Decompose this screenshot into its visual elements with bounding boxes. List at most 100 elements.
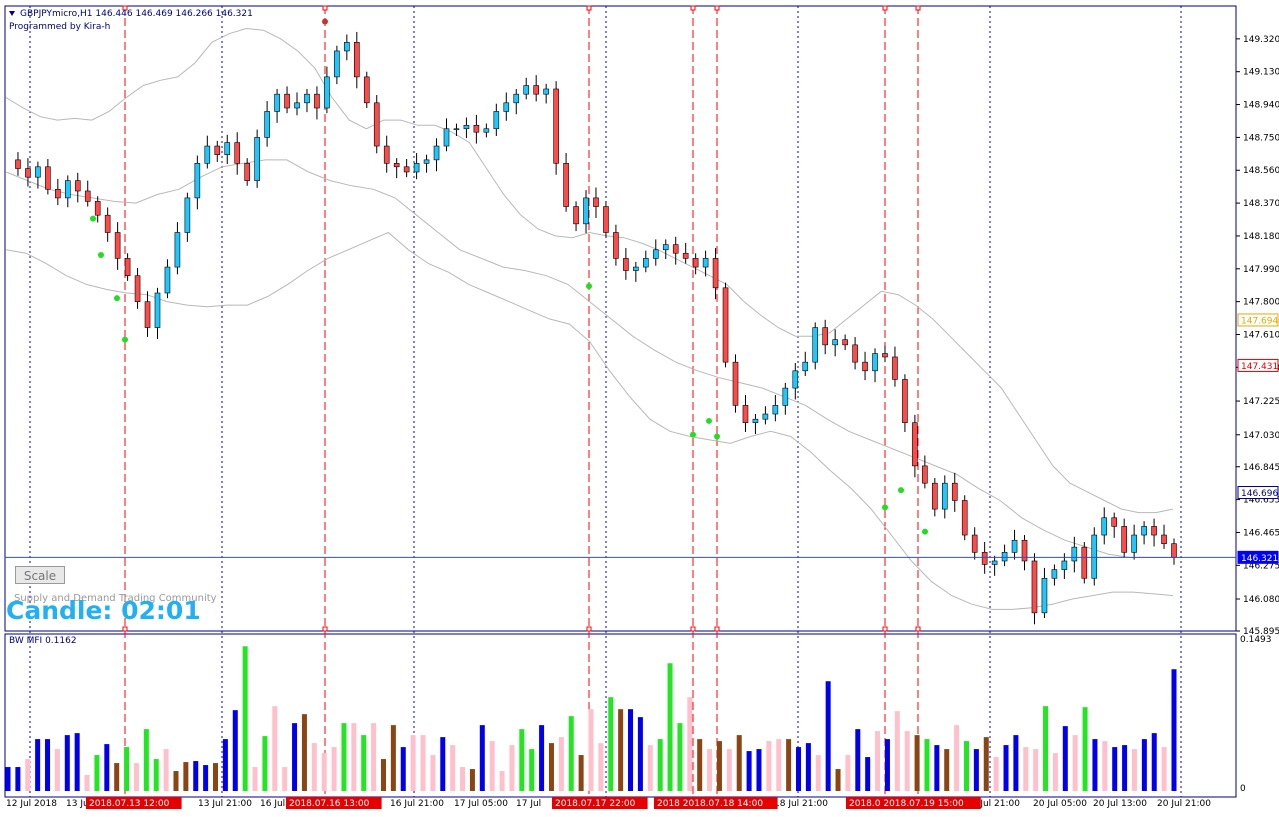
candle-body [1161,534,1167,544]
mfi-bar [608,697,614,791]
price-tick-label: 146.080 [1243,595,1279,605]
candle-body [533,85,539,95]
dropdown-triangle-icon[interactable] [9,11,15,16]
candle-body [613,232,619,259]
candle-body [94,201,101,216]
candle-body [702,258,709,268]
candle-body [294,102,300,109]
price-tick-label: 148.940 [1243,101,1279,111]
mfi-bar [588,709,594,791]
mfi-bar [934,745,940,791]
candle-body [912,422,918,467]
event-marker [322,5,328,11]
event-marker [714,626,720,632]
time-tick-label: 12 Jul 2018 [6,799,57,809]
candle-body [324,76,330,109]
candle-body [45,166,51,190]
candle-body [1081,546,1088,579]
mfi-bar [687,697,693,791]
mfi-bar [647,745,653,791]
upper-band [5,27,1174,514]
candle-body [443,128,450,147]
candle-body [832,339,838,346]
candle-body [164,266,171,294]
candle-body [74,180,81,192]
price-tick-label: 146.465 [1243,528,1279,538]
mfi-bar [321,753,327,791]
event-marker [586,626,592,632]
main-chart-frame [4,5,1237,632]
price-tick-label: 147.610 [1243,330,1279,340]
event-label-text: 2018 2018.07.18 14:00 [657,799,763,809]
mfi-bar [84,775,90,791]
mfi-bar [163,749,169,791]
mfi-bar [786,739,792,791]
candle-body [154,292,161,328]
event-marker [882,5,888,11]
mfi-bar [153,759,159,791]
candle-body [842,339,848,346]
mfi-bar [54,749,60,791]
signal-dot [586,283,592,290]
candle-body [712,258,719,289]
candle-body [662,244,669,251]
candle-body [413,163,420,173]
scale-button[interactable]: Scale [15,566,65,584]
candle-body [692,258,699,268]
mfi-bar [479,725,485,791]
event-marker [714,5,720,11]
candle-body [652,249,659,259]
candle-body [463,124,470,130]
time-tick-label: 16 Jul [260,799,285,809]
candle-body [892,356,898,380]
candle-body [174,232,181,268]
candle-body [363,76,370,104]
candle-body [124,258,131,277]
candle-body [64,180,71,199]
price-marker-box [1237,486,1279,500]
mfi-bar [598,743,604,791]
candle-body [941,482,948,510]
event-label-text: 2018.0 2018.07.19 15:00 [849,799,964,809]
mfi-bar [667,663,673,791]
candle-body [971,534,978,553]
candle-body [563,163,569,207]
candle-body [104,214,111,233]
time-tick-label: 13 Jul [66,799,91,809]
candle-body [742,405,749,423]
candle-body [513,93,520,104]
mfi-bar [371,723,377,791]
candle-body [433,145,440,161]
candle-body [961,500,968,536]
price-tick-label: 148.560 [1243,166,1279,176]
mfi-bar [35,739,41,791]
mfi-bar [489,741,495,791]
mfi-bar [1043,706,1049,791]
mfi-bar [252,767,258,791]
candle-body [393,163,400,168]
mfi-bar [45,739,51,791]
event-label-text: 2018.07.16 13:00 [289,799,370,809]
price-marker-box [1237,358,1279,372]
mfi-bar [133,763,139,791]
mfi-tick-label: 0.1493 [1240,635,1272,645]
programmer-credit: Programmed by Kira-h [9,22,111,32]
mfi-bar [1171,669,1177,791]
candle-body [1011,539,1018,553]
mfi-bar [361,735,367,791]
candle-body [583,197,589,225]
candle-body [344,42,350,52]
candle-body [543,88,549,95]
mfi-bar [1013,735,1019,791]
signal-dot [114,295,120,302]
candle-body [902,379,908,423]
price-tick-label: 147.225 [1243,397,1279,407]
watermark-text: Supply and Demand Trading Community [14,593,217,604]
mfi-bar [114,763,120,791]
candle-body [772,405,779,415]
candle-body [762,413,769,420]
mfi-bar [143,729,149,791]
mfi-bar [292,723,298,791]
candle-body [1031,560,1038,614]
mfi-bar [825,681,831,791]
